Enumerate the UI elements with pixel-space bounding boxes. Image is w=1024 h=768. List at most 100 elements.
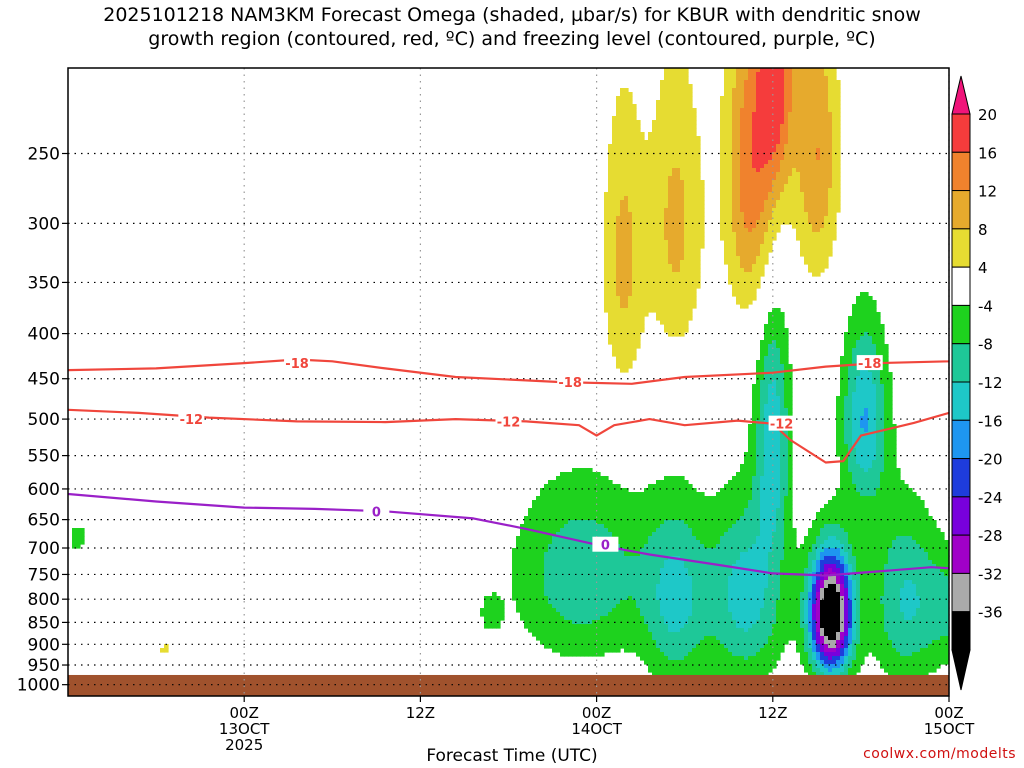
omega-cell	[772, 484, 777, 489]
omega-cell	[616, 508, 621, 513]
omega-cell	[636, 160, 641, 165]
omega-cell	[724, 240, 729, 245]
omega-cell	[808, 80, 813, 85]
omega-cell	[612, 148, 617, 153]
omega-cell	[668, 168, 673, 173]
omega-cell	[876, 312, 881, 317]
omega-cell	[764, 400, 769, 405]
omega-cell	[720, 504, 725, 509]
omega-cell	[728, 512, 733, 517]
omega-cell	[728, 124, 733, 129]
omega-cell	[828, 236, 833, 241]
omega-cell	[692, 188, 697, 193]
omega-cell	[828, 188, 833, 193]
omega-cell	[880, 424, 885, 429]
omega-cell	[728, 268, 733, 273]
omega-cell	[728, 84, 733, 89]
omega-cell	[768, 360, 773, 365]
omega-cell	[816, 124, 821, 129]
omega-cell	[788, 412, 793, 417]
omega-cell	[896, 488, 901, 493]
omega-cell	[616, 256, 621, 261]
omega-cell	[628, 168, 633, 173]
omega-cell	[756, 432, 761, 437]
omega-cell	[728, 176, 733, 181]
omega-cell	[576, 508, 581, 513]
omega-cell	[840, 384, 845, 389]
omega-cell	[772, 160, 777, 165]
omega-cell	[900, 480, 905, 485]
omega-cell	[812, 188, 817, 193]
omega-cell	[840, 416, 845, 421]
omega-cell	[872, 464, 877, 469]
omega-cell	[736, 148, 741, 153]
omega-cell	[672, 488, 677, 493]
omega-cell	[612, 296, 617, 301]
omega-cell	[804, 128, 809, 133]
omega-cell	[616, 100, 621, 105]
omega-cell	[576, 488, 581, 493]
omega-cell	[696, 176, 701, 181]
omega-cell	[796, 188, 801, 193]
omega-cell	[648, 528, 653, 533]
omega-cell	[668, 164, 673, 169]
omega-cell	[804, 120, 809, 125]
omega-cell	[616, 252, 621, 257]
omega-cell	[824, 196, 829, 201]
omega-cell	[696, 284, 701, 289]
omega-cell	[896, 496, 901, 501]
omega-cell	[856, 400, 861, 405]
omega-cell	[724, 236, 729, 241]
omega-cell	[796, 220, 801, 225]
omega-cell	[640, 240, 645, 245]
omega-cell	[824, 504, 829, 509]
omega-cell	[836, 160, 841, 165]
omega-cell	[732, 104, 737, 109]
omega-cell	[832, 200, 837, 205]
omega-cell	[556, 520, 561, 525]
omega-cell	[832, 144, 837, 149]
omega-cell	[768, 440, 773, 445]
omega-cell	[840, 388, 845, 393]
omega-cell	[712, 500, 717, 505]
omega-cell	[648, 520, 653, 525]
omega-cell	[808, 132, 813, 137]
omega-cell	[860, 412, 865, 417]
omega-cell	[772, 408, 777, 413]
omega-cell	[836, 508, 841, 513]
omega-cell	[636, 528, 641, 533]
omega-cell	[788, 80, 793, 85]
omega-cell	[620, 516, 625, 521]
omega-cell	[764, 452, 769, 457]
omega-cell	[648, 160, 653, 165]
omega-cell	[580, 516, 585, 521]
omega-cell	[800, 252, 805, 257]
omega-cell	[824, 184, 829, 189]
omega-cell	[788, 96, 793, 101]
omega-cell	[656, 108, 661, 113]
omega-cell	[668, 232, 673, 237]
omega-cell	[784, 360, 789, 365]
omega-cell	[844, 484, 849, 489]
omega-cell	[556, 504, 561, 509]
omega-cell	[776, 504, 781, 509]
omega-cell	[748, 424, 753, 429]
omega-cell	[844, 336, 849, 341]
omega-cell	[824, 524, 829, 529]
omega-cell	[644, 200, 649, 205]
omega-cell	[892, 484, 897, 489]
omega-cell	[776, 388, 781, 393]
omega-cell	[556, 484, 561, 489]
omega-cell	[632, 348, 637, 353]
omega-cell	[644, 148, 649, 153]
omega-cell	[776, 372, 781, 377]
omega-cell	[732, 156, 737, 161]
omega-cell	[728, 216, 733, 221]
omega-cell	[764, 396, 769, 401]
omega-cell	[700, 496, 705, 501]
omega-cell	[608, 340, 613, 345]
omega-cell	[604, 284, 609, 289]
omega-cell	[844, 464, 849, 469]
omega-cell	[636, 228, 641, 233]
omega-cell	[800, 156, 805, 161]
